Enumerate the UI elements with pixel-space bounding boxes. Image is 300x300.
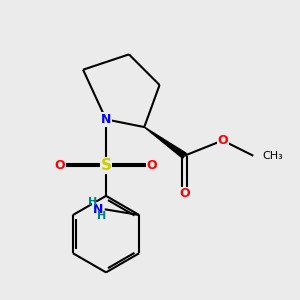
Text: N: N: [92, 203, 103, 216]
Text: O: O: [217, 134, 228, 147]
Polygon shape: [144, 127, 186, 158]
Text: O: O: [179, 188, 190, 200]
Text: O: O: [147, 159, 157, 172]
Text: O: O: [55, 159, 65, 172]
Text: CH₃: CH₃: [263, 151, 284, 161]
Text: H: H: [98, 211, 107, 221]
Text: H: H: [88, 197, 97, 207]
Text: N: N: [101, 113, 111, 126]
Text: S: S: [100, 158, 112, 173]
